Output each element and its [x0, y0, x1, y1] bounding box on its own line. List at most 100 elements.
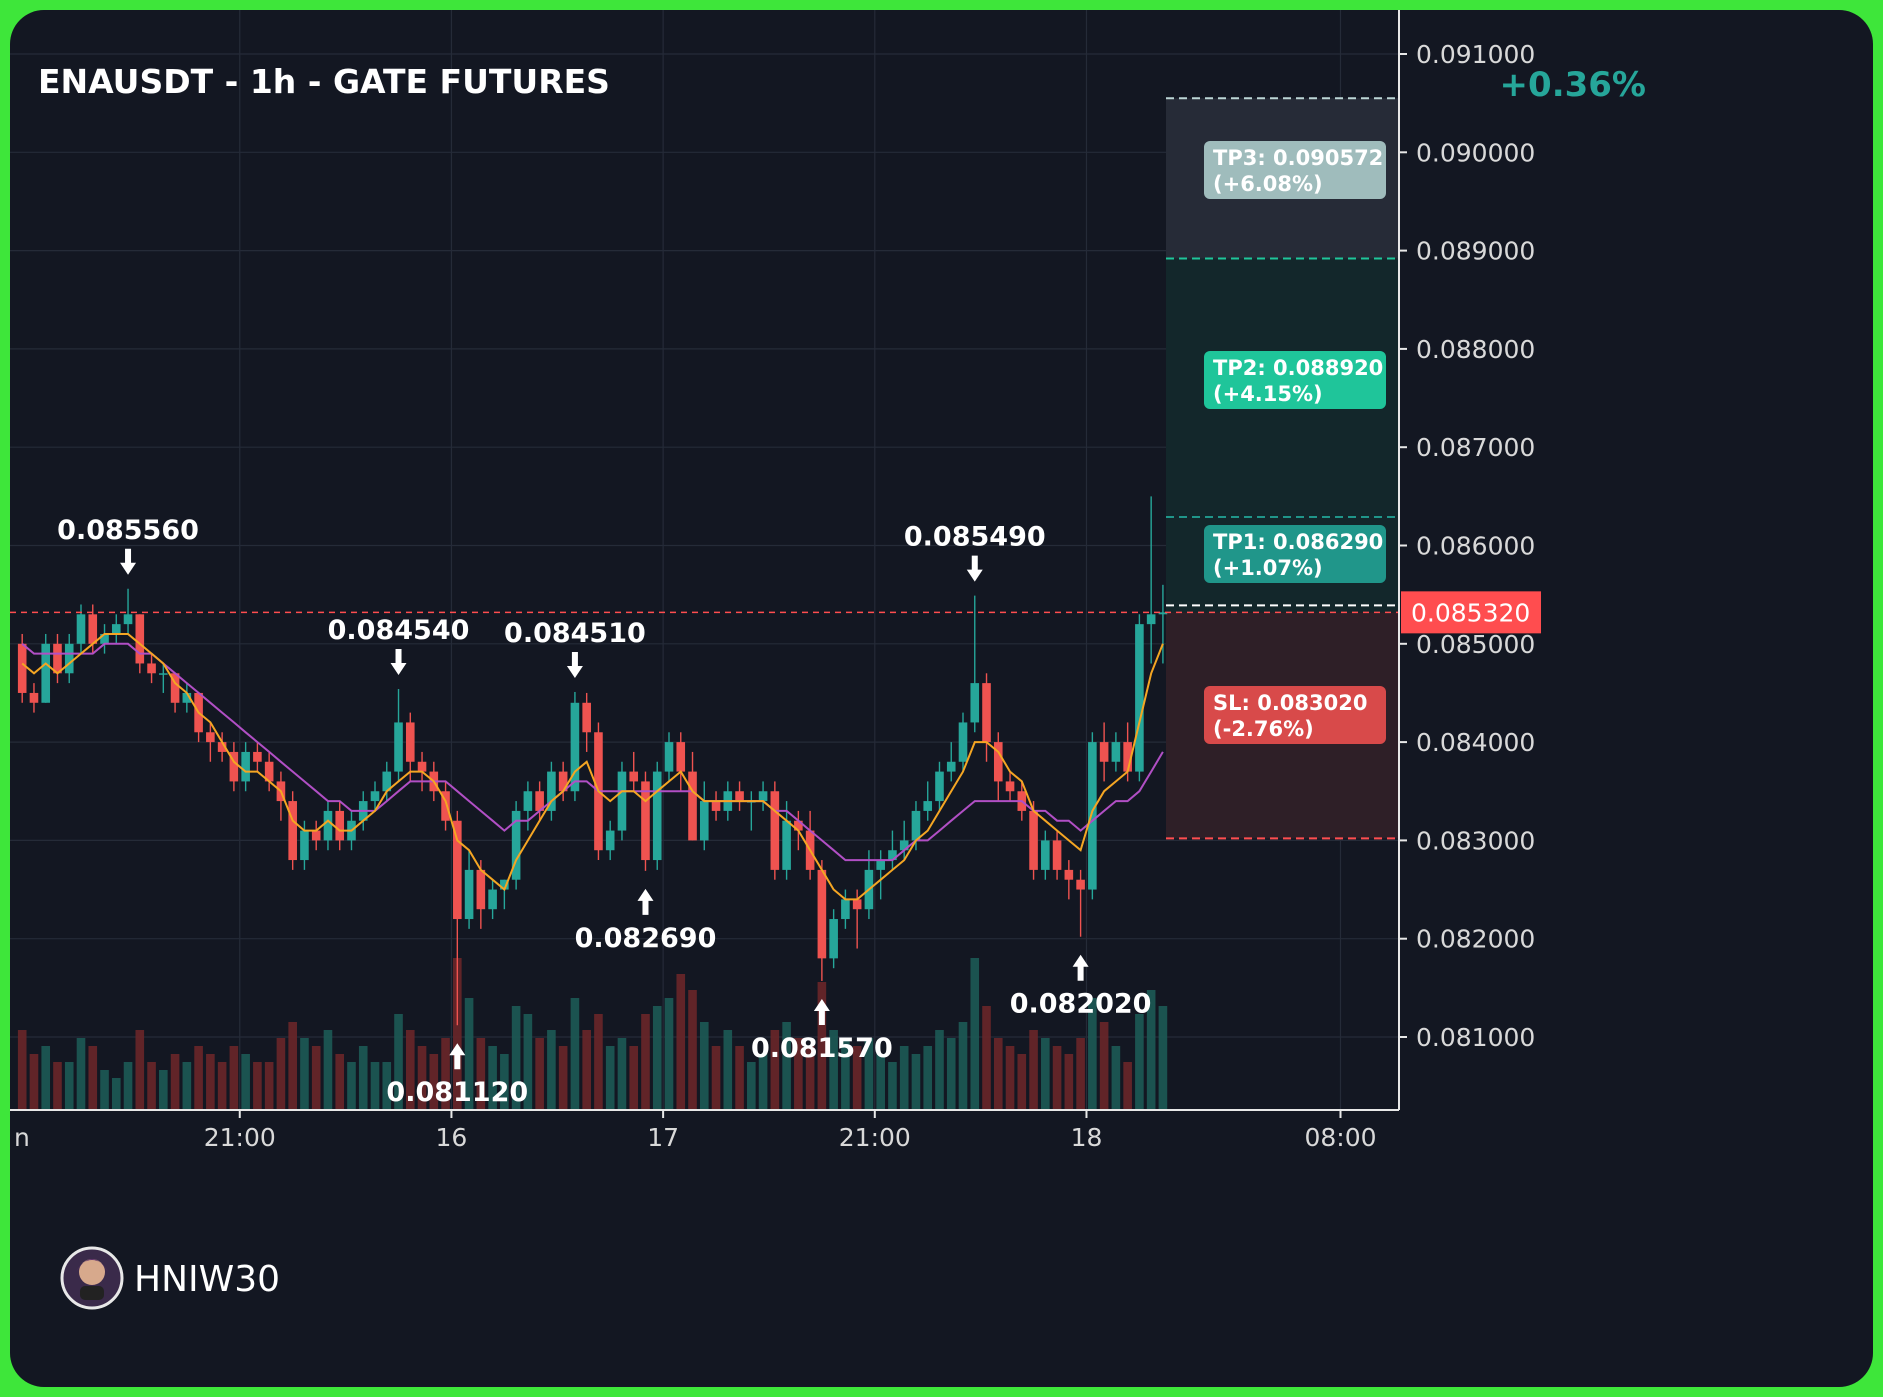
volume-bar	[594, 1014, 603, 1110]
candle-up	[1146, 614, 1156, 625]
volume-bar	[159, 1070, 168, 1110]
volume-bar	[17, 1030, 27, 1110]
candle-up	[182, 692, 192, 703]
candle-down	[17, 643, 27, 693]
candle-up	[946, 761, 956, 772]
candle-down	[711, 801, 721, 811]
moving-averages	[21, 633, 1164, 901]
candle-up	[1158, 612, 1168, 615]
candle-up	[300, 830, 309, 861]
candle-up	[829, 919, 838, 959]
volume-bar	[441, 1038, 450, 1110]
candle-down	[1076, 879, 1085, 890]
candle-up	[394, 722, 403, 772]
price-tick-label: 0.089000	[1416, 237, 1535, 266]
candle-up	[782, 820, 791, 870]
candlestick-chart[interactable]: 0.085560 0.084540 0.084510 0.085490 0.081120…	[10, 10, 1873, 1387]
volume-bar	[1029, 1030, 1038, 1110]
down-arrow-icon	[566, 651, 583, 678]
candle-down	[993, 742, 1003, 782]
tp3-badge	[1204, 141, 1386, 199]
volume-bar	[253, 1062, 262, 1110]
sl-badge	[1204, 686, 1386, 744]
volume-bar	[852, 1046, 862, 1110]
volume-bar	[794, 1038, 803, 1110]
watermark: HNIW30	[60, 1246, 280, 1310]
volume-bar	[405, 1030, 415, 1110]
down-arrow-icon	[966, 555, 983, 582]
candle-down	[335, 810, 345, 841]
candle-up	[464, 869, 474, 920]
volume-bar	[1123, 1062, 1132, 1110]
volume-bar	[547, 1030, 556, 1110]
candle-down	[311, 830, 321, 841]
volume-bar	[1099, 1022, 1109, 1110]
candle-up	[523, 791, 533, 811]
low-label: 0.082020	[1010, 989, 1152, 1020]
volume-bar	[1076, 1038, 1085, 1110]
volume-bar	[88, 1046, 98, 1110]
candle-up	[111, 624, 121, 634]
tp1-badge	[1204, 525, 1386, 583]
down-arrow-icon	[390, 649, 407, 676]
time-tick-label: 08:00	[1304, 1123, 1376, 1152]
tp1-label: TP1: 0.086290	[1213, 530, 1383, 554]
time-tick-label: 17	[647, 1123, 679, 1152]
candle-down	[253, 751, 262, 762]
candle-down	[217, 742, 227, 752]
candle-down	[641, 781, 650, 861]
volume-bar	[688, 990, 697, 1110]
up-arrow-icon	[813, 998, 830, 1025]
time-tick-label: 21:00	[204, 1123, 276, 1152]
candle-up	[1088, 742, 1097, 890]
volume-bar	[958, 1022, 968, 1110]
candle-up	[382, 771, 392, 792]
volume-bar	[1052, 1046, 1062, 1110]
change-percent: +0.36%	[1500, 65, 1646, 105]
candle-up	[323, 810, 333, 841]
candle-down	[441, 791, 450, 821]
candle-up	[500, 879, 509, 890]
volume-bar	[982, 1006, 991, 1110]
candle-down	[794, 820, 803, 831]
candle-down	[288, 801, 297, 861]
volume-bar	[664, 998, 674, 1110]
volume-bar	[476, 1038, 486, 1110]
ma-fast-line	[21, 633, 1164, 901]
candle-up	[100, 633, 109, 644]
volume-bar	[829, 1030, 838, 1110]
volume-bar	[511, 1006, 521, 1110]
volume-bar	[417, 1046, 427, 1110]
volume-bar	[1088, 998, 1097, 1110]
volume-bar	[570, 998, 580, 1110]
candle-up	[1135, 624, 1144, 772]
volume-bar	[1017, 1054, 1027, 1110]
volume-bar	[1135, 1014, 1144, 1110]
candle-down	[688, 771, 697, 841]
volume-bar	[605, 1046, 615, 1110]
volume-bar	[429, 1054, 439, 1110]
time-tick-label: n	[14, 1123, 30, 1152]
volume-bar	[311, 1046, 321, 1110]
high-label: 0.084540	[328, 615, 470, 646]
candle-up	[911, 810, 921, 841]
volume-bar	[758, 1054, 768, 1110]
candle-up	[1041, 840, 1050, 870]
volume-bar	[288, 1022, 297, 1110]
volume-bar	[770, 1030, 780, 1110]
volume-bar	[652, 1006, 662, 1110]
volume-bar	[641, 1014, 650, 1110]
volume-bar	[1005, 1046, 1015, 1110]
candle-down	[1064, 869, 1074, 880]
volume-bar	[676, 974, 686, 1110]
volume-bar	[147, 1062, 156, 1110]
volume-bar	[970, 958, 980, 1110]
tp2-badge	[1204, 351, 1386, 409]
candle-down	[1052, 840, 1062, 870]
volume-bar	[911, 1054, 921, 1110]
volume-bar	[323, 1030, 333, 1110]
volume-bar	[194, 1046, 203, 1110]
time-tick-label: 18	[1071, 1123, 1103, 1152]
tp2-label: TP2: 0.088920	[1213, 356, 1383, 380]
candle-up	[64, 643, 74, 674]
